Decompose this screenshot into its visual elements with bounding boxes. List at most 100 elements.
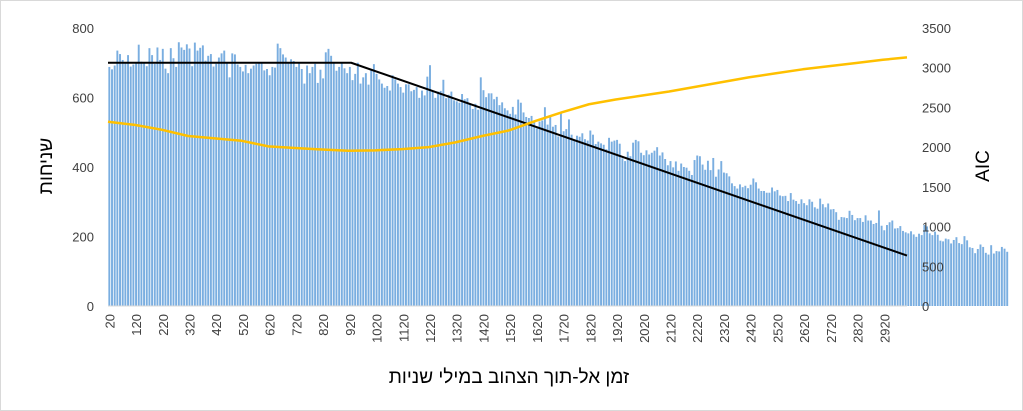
bar: [894, 228, 896, 306]
bar: [934, 231, 937, 306]
bar: [493, 99, 496, 307]
bar: [963, 236, 966, 306]
bar: [410, 91, 413, 306]
bar: [391, 75, 394, 306]
bar: [196, 50, 199, 307]
bar: [795, 201, 798, 306]
bar: [926, 226, 928, 306]
bar: [984, 252, 987, 306]
bar: [527, 118, 530, 306]
bar: [132, 64, 135, 306]
bar: [407, 84, 410, 306]
bar: [383, 87, 386, 307]
bar: [506, 110, 509, 306]
bar: [966, 240, 969, 306]
bar: [525, 116, 528, 307]
bar: [362, 77, 365, 306]
bar: [688, 170, 691, 306]
bar: [380, 83, 383, 306]
x-tick-label: 1820: [583, 314, 598, 343]
bar: [322, 78, 325, 306]
bar: [824, 207, 827, 306]
bar: [418, 97, 421, 306]
bar: [832, 209, 835, 306]
bar: [233, 54, 236, 306]
bar: [450, 91, 453, 306]
bar: [271, 66, 274, 306]
bar: [153, 63, 156, 306]
bar: [803, 203, 806, 306]
bar: [463, 99, 466, 307]
bar: [274, 67, 276, 306]
bar: [268, 75, 271, 306]
bar: [781, 196, 784, 306]
bar: [175, 66, 178, 306]
bar: [231, 53, 234, 307]
bar: [191, 66, 194, 306]
bar: [378, 79, 381, 307]
bar: [602, 144, 605, 306]
bar: [348, 66, 351, 306]
y-tick-label-right: 2000: [922, 140, 951, 155]
x-tick-label: 420: [209, 314, 224, 336]
y-tick-label-right: 1500: [922, 180, 951, 195]
bar: [554, 124, 557, 306]
x-tick-label: 2020: [637, 314, 652, 343]
bar: [680, 163, 683, 306]
bar: [250, 68, 252, 306]
bar: [856, 218, 859, 306]
bar: [453, 100, 456, 306]
bar: [311, 66, 314, 306]
bar: [429, 65, 431, 307]
bar: [733, 186, 736, 306]
bar: [714, 176, 717, 306]
bar: [610, 141, 613, 306]
bar: [827, 203, 830, 306]
bar: [728, 176, 731, 306]
bar: [207, 55, 210, 306]
y-tick-label-left: 0: [87, 299, 94, 314]
bar: [974, 253, 977, 306]
bar: [848, 210, 851, 306]
bar: [145, 66, 148, 306]
bar: [736, 188, 739, 306]
x-tick-label: 2420: [744, 314, 759, 343]
bar: [290, 59, 293, 306]
bar: [958, 243, 961, 306]
bar: [223, 50, 226, 307]
bar: [843, 217, 846, 306]
bar: [648, 154, 651, 306]
bar: [998, 251, 1001, 306]
bar: [918, 233, 920, 306]
bar: [880, 225, 883, 306]
aic-line: [107, 56, 908, 152]
bar: [346, 73, 349, 306]
x-tick-label: 1220: [423, 314, 438, 343]
bar: [685, 167, 688, 306]
bar: [701, 164, 704, 306]
bar: [551, 126, 554, 306]
y-tick-label-left: 200: [72, 230, 94, 245]
bar: [811, 201, 814, 306]
bar: [797, 203, 800, 306]
bar: [920, 235, 923, 306]
bar: [316, 82, 319, 306]
bar: [605, 149, 608, 306]
bar: [594, 144, 597, 306]
bar: [987, 254, 990, 306]
bar: [672, 167, 675, 306]
bar: [324, 52, 327, 306]
bar: [439, 90, 442, 307]
bar: [640, 152, 643, 306]
bar: [755, 182, 757, 306]
bar: [239, 66, 242, 306]
x-tick-label: 1420: [476, 314, 491, 343]
bar: [364, 73, 367, 306]
bar: [260, 62, 263, 306]
bar: [912, 234, 915, 306]
bar: [976, 249, 979, 306]
bar: [557, 136, 560, 306]
bar: [888, 222, 891, 306]
bar: [990, 245, 993, 306]
bar: [495, 96, 498, 306]
